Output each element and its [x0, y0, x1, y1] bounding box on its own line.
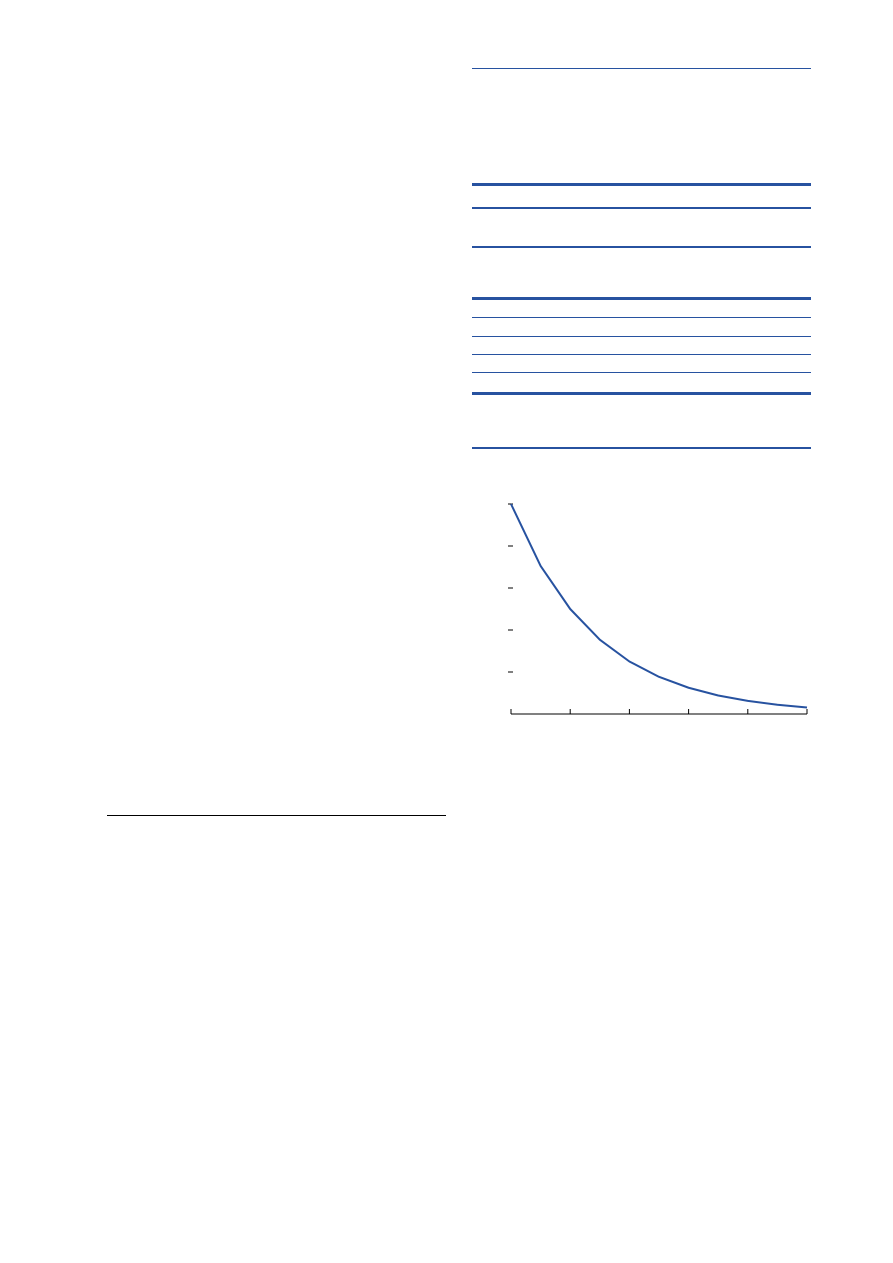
series-line-0	[510, 503, 808, 709]
table-2-top-rule	[472, 297, 811, 300]
table-2-row-rule-1	[472, 317, 811, 318]
chart-series	[510, 503, 808, 709]
section-top-rule	[472, 68, 811, 69]
table-3-bottom-rule	[472, 447, 811, 449]
table-2-row-rule-4	[472, 372, 811, 373]
table-2-row-rule-3	[472, 354, 811, 355]
decay-line-chart	[508, 503, 808, 715]
footnote-rule	[107, 815, 446, 816]
table-2-bottom-rule	[472, 392, 811, 395]
chart-ticks	[508, 503, 808, 714]
table-1-bottom-rule	[472, 246, 811, 248]
table-1-top-rule	[472, 183, 811, 186]
table-2-row-rule-2	[472, 336, 811, 337]
table-1-header-rule	[472, 207, 811, 209]
